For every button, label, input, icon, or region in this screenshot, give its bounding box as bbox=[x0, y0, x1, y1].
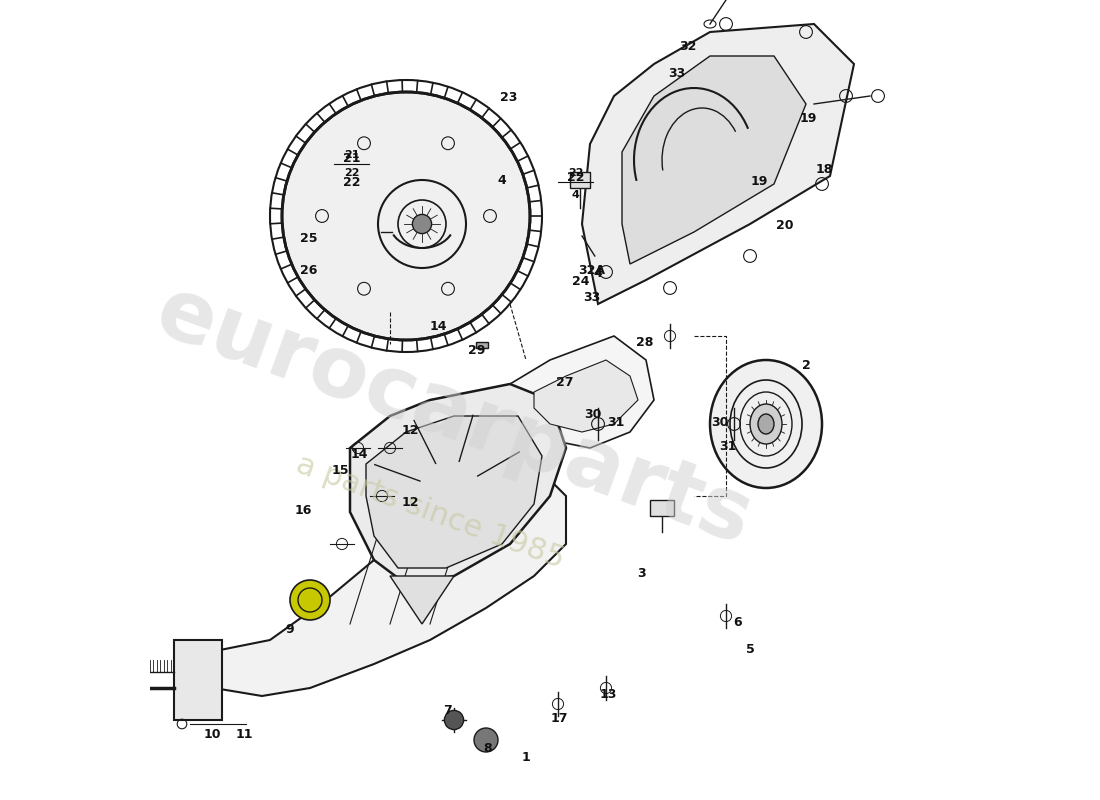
Text: 29: 29 bbox=[468, 344, 485, 357]
Text: eurocarparts: eurocarparts bbox=[145, 270, 763, 562]
Ellipse shape bbox=[758, 414, 774, 434]
Text: 33: 33 bbox=[668, 67, 685, 80]
Text: 20: 20 bbox=[776, 219, 793, 232]
Text: 21: 21 bbox=[344, 150, 360, 160]
Text: a parts since 1985: a parts since 1985 bbox=[292, 450, 569, 574]
Text: 18: 18 bbox=[816, 163, 833, 176]
Ellipse shape bbox=[750, 404, 782, 444]
Text: 1: 1 bbox=[521, 751, 530, 764]
Circle shape bbox=[444, 710, 463, 730]
Polygon shape bbox=[366, 416, 542, 568]
Text: 23: 23 bbox=[499, 91, 517, 104]
Text: 30: 30 bbox=[711, 416, 728, 429]
Text: 21: 21 bbox=[343, 152, 361, 165]
Circle shape bbox=[282, 92, 530, 340]
Polygon shape bbox=[350, 384, 566, 584]
Text: 19: 19 bbox=[751, 175, 768, 188]
Polygon shape bbox=[190, 480, 566, 696]
Text: 16: 16 bbox=[295, 504, 312, 517]
Circle shape bbox=[412, 214, 431, 234]
Text: 9: 9 bbox=[286, 623, 295, 636]
Text: 17: 17 bbox=[551, 712, 569, 725]
Text: 32A: 32A bbox=[579, 264, 605, 277]
Text: 13: 13 bbox=[600, 688, 617, 701]
Polygon shape bbox=[510, 336, 654, 448]
Text: 24: 24 bbox=[572, 275, 590, 288]
Text: 8: 8 bbox=[483, 742, 492, 754]
Text: 4: 4 bbox=[572, 190, 580, 200]
Circle shape bbox=[290, 580, 330, 620]
Text: 10: 10 bbox=[204, 728, 221, 741]
Text: 26: 26 bbox=[299, 264, 317, 277]
Polygon shape bbox=[650, 500, 674, 516]
Text: 22: 22 bbox=[568, 168, 583, 178]
FancyBboxPatch shape bbox=[570, 172, 590, 188]
Circle shape bbox=[474, 728, 498, 752]
Polygon shape bbox=[174, 640, 222, 720]
Text: 31: 31 bbox=[719, 440, 736, 453]
Text: 7: 7 bbox=[443, 704, 452, 717]
Text: 4: 4 bbox=[594, 267, 603, 280]
Text: 14: 14 bbox=[429, 320, 447, 333]
Text: 19: 19 bbox=[800, 112, 817, 125]
Text: 6: 6 bbox=[734, 616, 742, 629]
Text: 12: 12 bbox=[402, 496, 419, 509]
Text: 11: 11 bbox=[235, 728, 253, 741]
Text: 30: 30 bbox=[584, 408, 601, 421]
Text: 31: 31 bbox=[607, 416, 625, 429]
Text: 5: 5 bbox=[746, 643, 755, 656]
Text: 15: 15 bbox=[332, 464, 349, 477]
Text: 14: 14 bbox=[351, 448, 369, 461]
Text: 12: 12 bbox=[402, 424, 419, 437]
Polygon shape bbox=[390, 576, 454, 624]
Text: 22: 22 bbox=[343, 176, 361, 189]
Text: 3: 3 bbox=[638, 567, 647, 580]
Polygon shape bbox=[534, 360, 638, 432]
Text: 4: 4 bbox=[497, 174, 506, 186]
Polygon shape bbox=[621, 56, 806, 264]
Text: 22: 22 bbox=[344, 168, 360, 178]
Ellipse shape bbox=[710, 360, 822, 488]
Text: 27: 27 bbox=[556, 376, 573, 389]
Text: 22: 22 bbox=[566, 171, 584, 184]
Text: 25: 25 bbox=[299, 232, 317, 245]
FancyBboxPatch shape bbox=[476, 342, 488, 348]
Polygon shape bbox=[582, 24, 854, 304]
Text: 33: 33 bbox=[583, 291, 601, 304]
Text: 28: 28 bbox=[636, 336, 653, 349]
Text: 2: 2 bbox=[802, 359, 811, 372]
Text: 32: 32 bbox=[679, 40, 696, 53]
